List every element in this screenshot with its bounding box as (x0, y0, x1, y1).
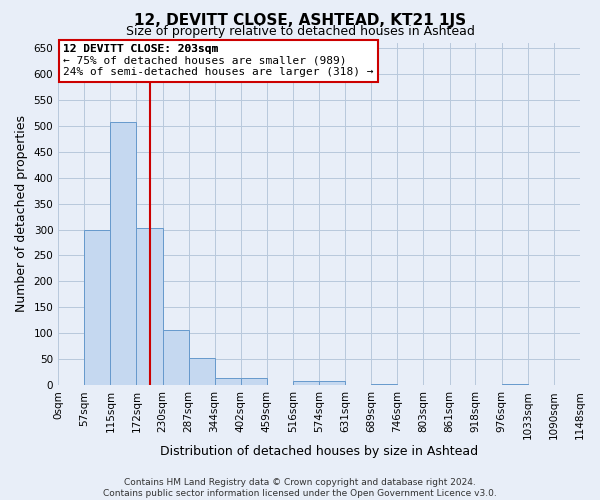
Bar (163, 330, 188, 386)
Bar (293, 381, 319, 386)
Text: 12 DEVITT CLOSE: 203sqm: 12 DEVITT CLOSE: 203sqm (64, 44, 218, 54)
Bar (110, 122, 136, 386)
Text: 12 DEVITT CLOSE: 203sqm
← 75% of detached houses are smaller (989)
24% of semi-d: 12 DEVITT CLOSE: 203sqm ← 75% of detache… (64, 44, 374, 78)
Bar (319, 381, 345, 386)
Text: Contains HM Land Registry data © Crown copyright and database right 2024.
Contai: Contains HM Land Registry data © Crown c… (103, 478, 497, 498)
Bar (371, 384, 397, 386)
Y-axis label: Number of detached properties: Number of detached properties (15, 116, 28, 312)
X-axis label: Distribution of detached houses by size in Ashtead: Distribution of detached houses by size … (160, 444, 478, 458)
Text: Size of property relative to detached houses in Ashtead: Size of property relative to detached ho… (125, 25, 475, 38)
Bar (215, 378, 241, 386)
Text: 12, DEVITT CLOSE, ASHTEAD, KT21 1JS: 12, DEVITT CLOSE, ASHTEAD, KT21 1JS (134, 12, 466, 28)
Bar (241, 378, 267, 386)
Bar (84, 230, 110, 386)
Bar (136, 228, 163, 386)
Bar (188, 358, 215, 386)
Bar (502, 384, 528, 386)
